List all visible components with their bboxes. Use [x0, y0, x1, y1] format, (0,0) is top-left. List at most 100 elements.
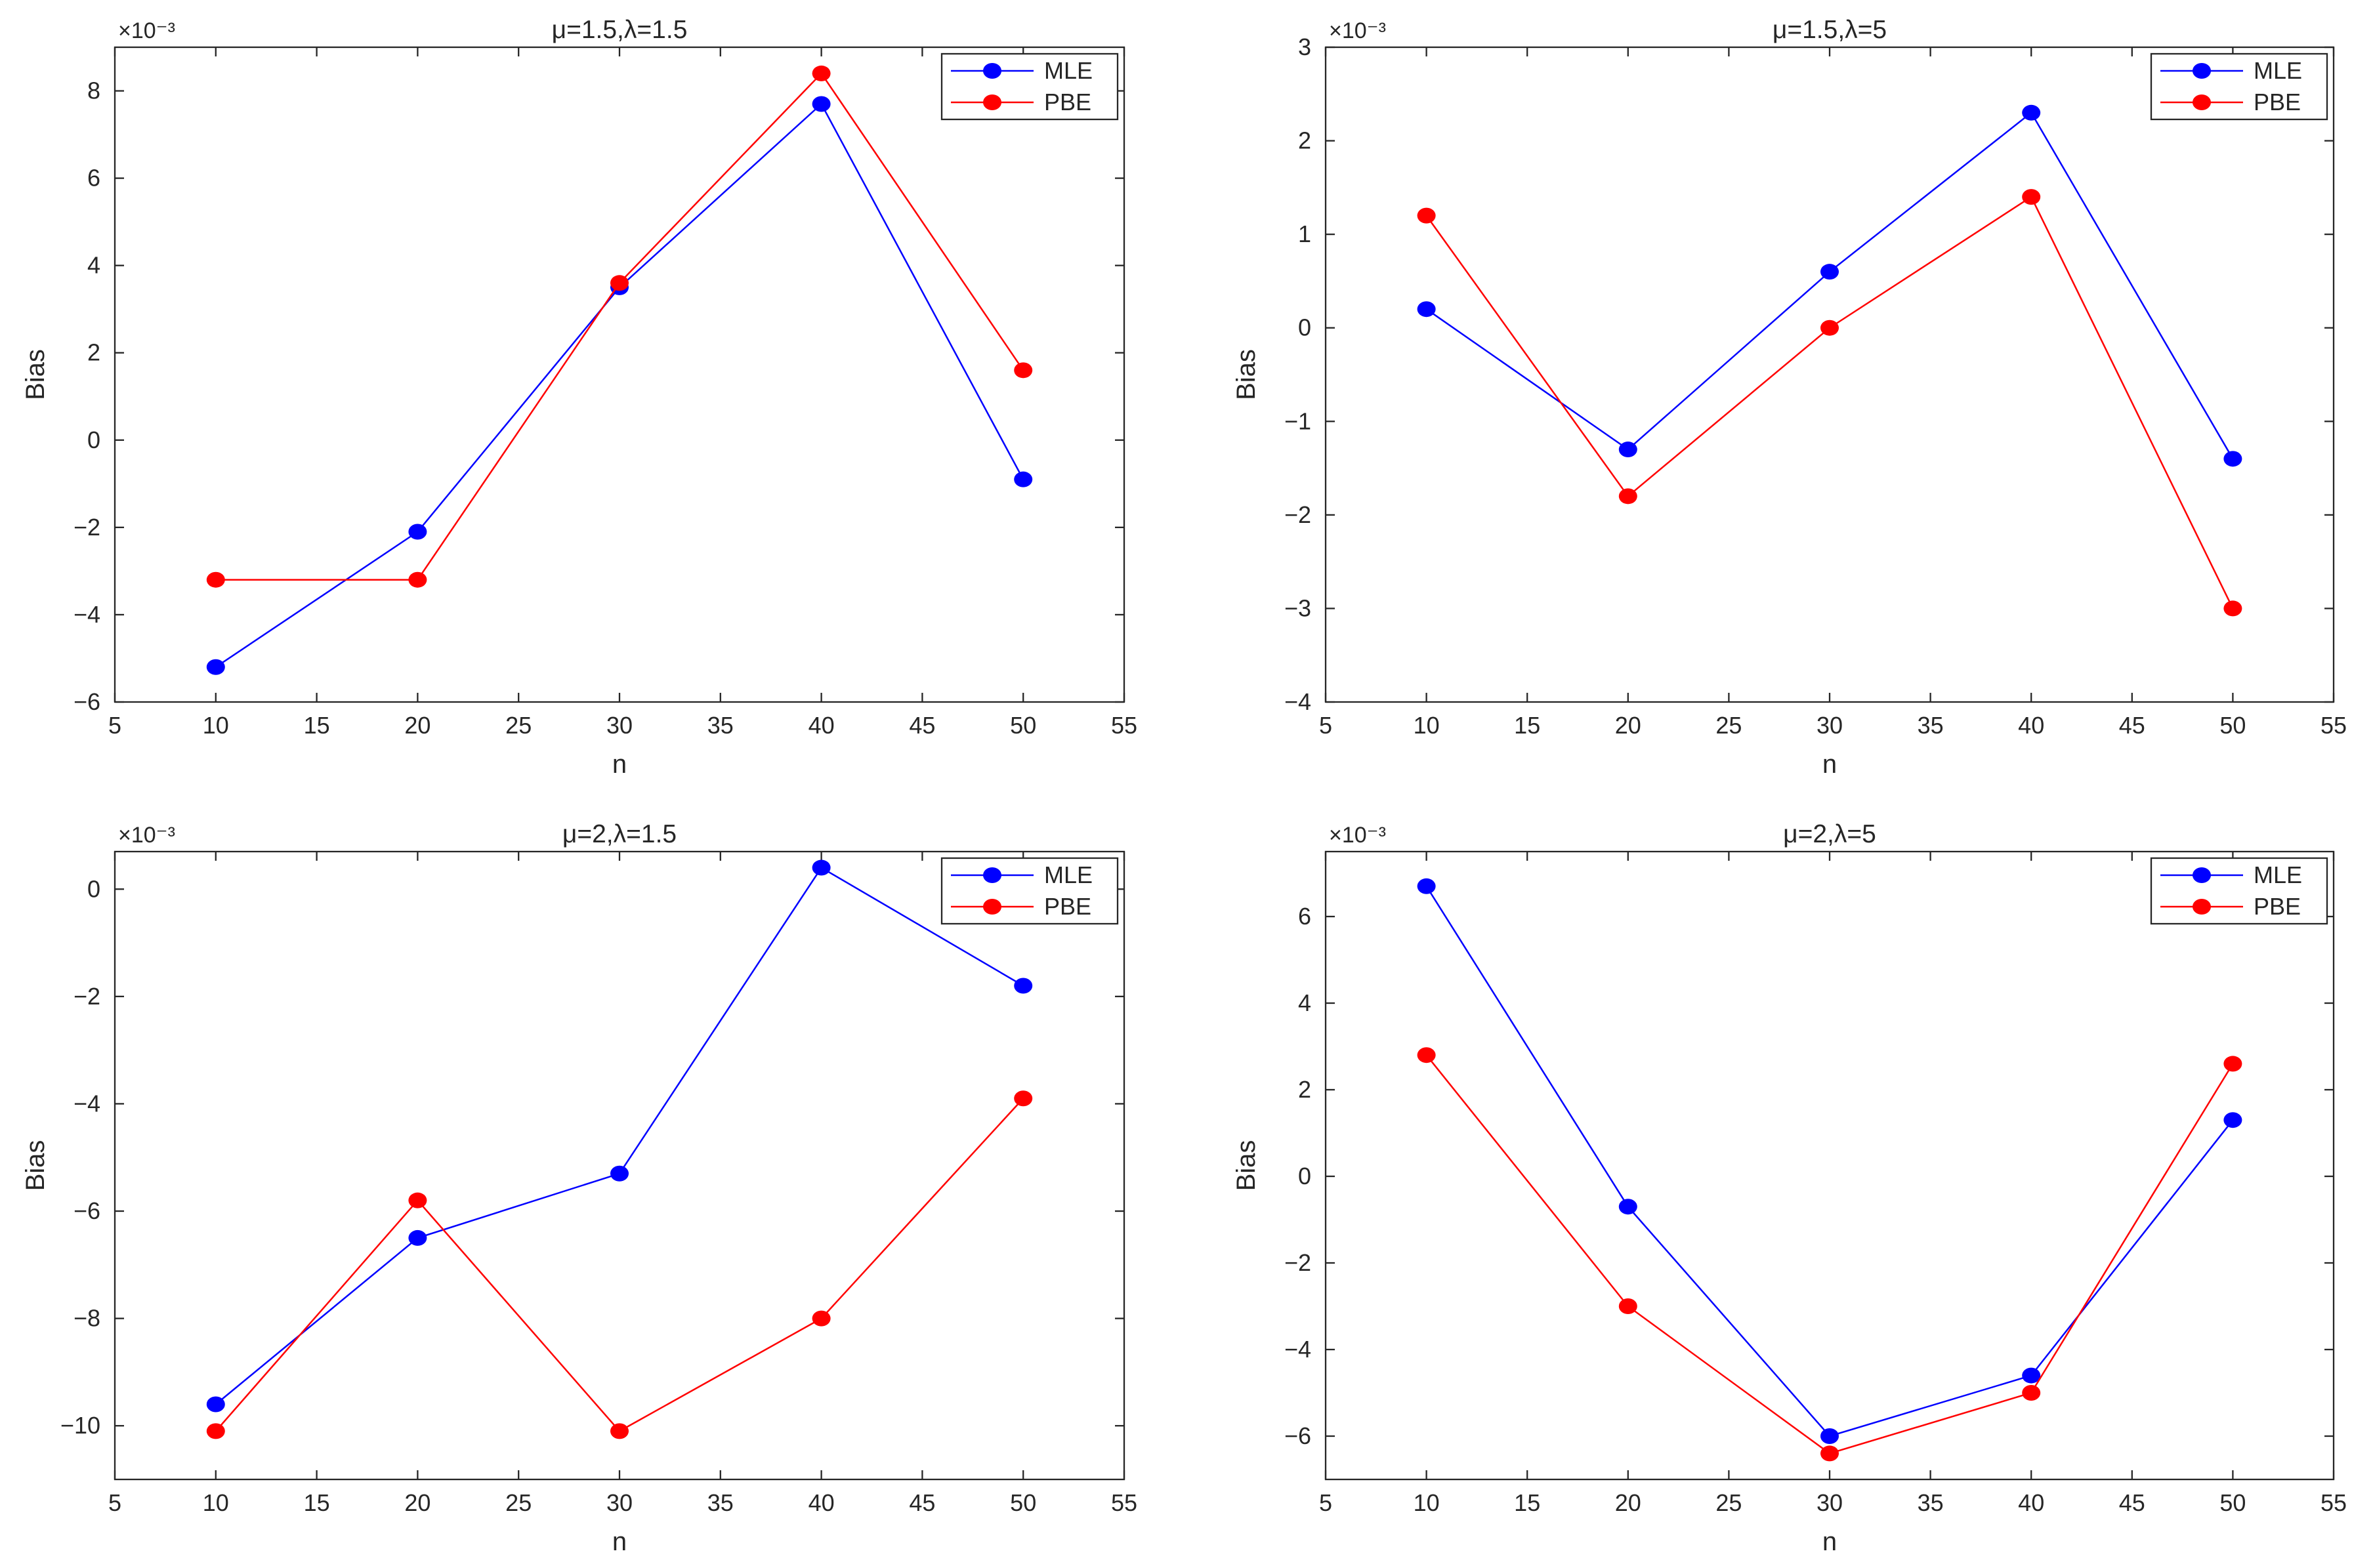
legend-label-pbe: PBE — [1044, 89, 1091, 115]
x-tick-label: 55 — [1111, 1489, 1137, 1516]
data-point — [1014, 1090, 1033, 1107]
x-tick-label: 25 — [1715, 712, 1742, 739]
subplot-1: 5 10 15 20 25 30 35 40 45 50 55 −6 −4 −2 0 2 4 6 8 ×10⁻³ μ=1… — [21, 16, 1137, 779]
legend: MLE PBE — [2150, 857, 2328, 925]
y-tick-label: −6 — [1284, 1422, 1311, 1449]
x-tick-label: 40 — [2018, 1489, 2044, 1516]
x-tick-label: 10 — [1414, 1489, 1440, 1516]
y-tick-label: 0 — [87, 426, 100, 453]
x-axis-label: n — [612, 750, 627, 779]
y-tick-label: 4 — [1298, 989, 1311, 1016]
legend: MLE PBE — [940, 857, 1119, 925]
x-tick-label: 10 — [203, 712, 229, 739]
y-tick-label: −6 — [74, 1197, 100, 1224]
x-tick-label: 55 — [2320, 1489, 2347, 1516]
y-tick-label: 2 — [1298, 1076, 1311, 1103]
y-tick-label: 6 — [87, 165, 100, 192]
data-point — [2022, 1385, 2041, 1401]
x-tick-label: 40 — [808, 1489, 835, 1516]
y-axis-label: Bias — [1232, 1140, 1261, 1191]
data-point — [812, 1310, 831, 1327]
axis-exponent-label: ×10⁻³ — [118, 18, 175, 43]
chart-title: μ=1.5,λ=5 — [1773, 16, 1887, 44]
x-axis-label: n — [612, 1527, 627, 1556]
y-tick-label: −1 — [1284, 407, 1311, 434]
data-point — [408, 524, 427, 540]
x-tick-label: 20 — [1615, 1489, 1641, 1516]
y-tick-label: −8 — [74, 1305, 100, 1332]
x-tick-label: 45 — [2119, 1489, 2145, 1516]
data-point — [2223, 451, 2242, 467]
legend-marker-mle — [983, 867, 1001, 883]
x-tick-label: 15 — [304, 712, 330, 739]
legend-box — [2150, 52, 2328, 121]
y-tick-label: −2 — [74, 514, 100, 541]
y-tick-label: 1 — [1298, 220, 1311, 247]
x-tick-label: 35 — [707, 712, 734, 739]
y-tick-label: 0 — [87, 875, 100, 902]
y-tick-label: −6 — [74, 688, 100, 715]
y-tick-label: 8 — [87, 77, 100, 104]
data-point — [1820, 1428, 1839, 1444]
y-tick-label: −10 — [60, 1412, 100, 1439]
axis-exponent-label: ×10⁻³ — [118, 823, 175, 848]
x-axis-label: n — [1822, 750, 1837, 779]
x-tick-label: 25 — [505, 1489, 532, 1516]
data-point — [1014, 362, 1033, 379]
series-pbe — [1417, 1047, 2242, 1462]
x-tick-label: 20 — [1615, 712, 1641, 739]
x-tick-label: 50 — [2219, 712, 2246, 739]
y-tick-label: 6 — [1298, 903, 1311, 930]
data-point — [1014, 471, 1033, 487]
x-axis-label: n — [1822, 1527, 1837, 1556]
chart-title: μ=2,λ=5 — [1783, 820, 1876, 848]
legend-label-pbe: PBE — [2254, 893, 2301, 920]
x-tick-label: 30 — [606, 1489, 633, 1516]
legend-label-pbe: PBE — [1044, 893, 1091, 920]
data-point — [2223, 600, 2242, 617]
data-point — [1014, 978, 1033, 994]
x-tick-label: 15 — [1514, 1489, 1540, 1516]
data-point — [610, 1423, 629, 1439]
legend: MLE PBE — [940, 52, 1119, 121]
subplot-3: 5 10 15 20 25 30 35 40 45 50 55 −10 −8 −6 −4 −2 0 ×10⁻³ μ=… — [21, 820, 1137, 1556]
x-tick-label: 25 — [1715, 1489, 1742, 1516]
chart-title: μ=2,λ=1.5 — [562, 820, 677, 848]
x-tick-label: 50 — [1010, 712, 1036, 739]
x-tick-label: 5 — [1319, 1489, 1332, 1516]
series-pbe — [1417, 189, 2242, 617]
x-tick-label: 10 — [1414, 712, 1440, 739]
data-point — [610, 1165, 629, 1182]
x-tick-label: 30 — [1816, 712, 1843, 739]
x-tick-label: 30 — [606, 712, 633, 739]
legend-box — [940, 52, 1119, 121]
y-tick-label: 0 — [1298, 1163, 1311, 1189]
x-tick-label: 45 — [909, 712, 935, 739]
x-tick-label: 50 — [1010, 1489, 1036, 1516]
y-tick-label: −3 — [1284, 594, 1311, 621]
data-point — [1618, 488, 1637, 505]
y-tick-label: 4 — [87, 252, 100, 279]
y-axis-label: Bias — [1232, 349, 1261, 400]
legend-label-mle: MLE — [2254, 861, 2302, 888]
y-tick-label: −2 — [74, 983, 100, 1010]
x-tick-label: 45 — [909, 1489, 935, 1516]
y-tick-label: −4 — [1284, 688, 1311, 715]
series-pbe — [206, 65, 1033, 588]
x-tick-label: 40 — [2018, 712, 2044, 739]
x-tick-label: 25 — [505, 712, 532, 739]
x-tick-label: 55 — [1111, 712, 1137, 739]
data-point — [2223, 1056, 2242, 1072]
legend-label-mle: MLE — [1044, 861, 1093, 888]
data-point — [2022, 189, 2041, 205]
data-point — [812, 859, 831, 876]
x-tick-label: 5 — [108, 712, 121, 739]
legend-label-mle: MLE — [2254, 57, 2302, 84]
y-tick-label: −4 — [1284, 1336, 1311, 1363]
y-tick-label: −2 — [1284, 501, 1311, 528]
y-tick-label: 2 — [1298, 127, 1311, 154]
data-point — [610, 275, 629, 291]
x-tick-label: 45 — [2119, 712, 2145, 739]
legend-label-pbe: PBE — [2254, 89, 2301, 115]
data-point — [206, 659, 225, 675]
